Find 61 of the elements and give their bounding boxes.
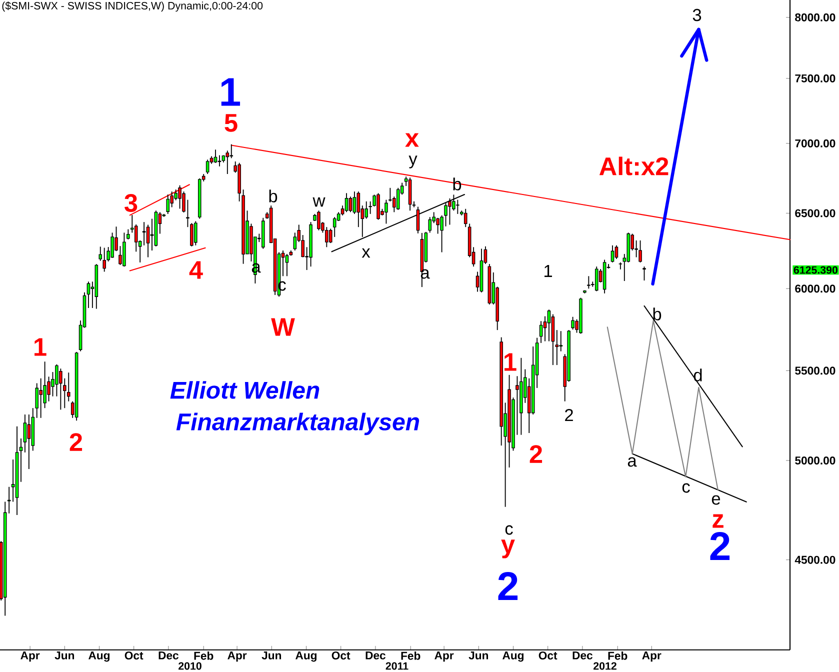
annotation: x xyxy=(362,248,370,258)
annotation: c xyxy=(505,525,513,535)
annotation: 3 xyxy=(692,8,702,22)
annotation: c xyxy=(682,483,690,493)
annotation: 2 xyxy=(70,433,82,451)
annotation: W xyxy=(271,318,295,336)
annotation: 2 xyxy=(565,408,573,422)
annotation: 2 xyxy=(498,572,518,600)
x-tick-label: Jun xyxy=(468,651,488,660)
annotation: 1 xyxy=(34,338,46,356)
x-tick-label: Dec xyxy=(366,651,386,660)
annotation: 5 xyxy=(224,114,238,132)
annotation: Finanzmarktanalysen xyxy=(176,412,420,436)
annotation: b xyxy=(653,308,662,320)
text: 6125.390 xyxy=(794,266,838,274)
chart-title: ($SMI-SWX - SWISS INDICES,W) Dynamic,0:00-24:00 xyxy=(2,1,263,12)
x-tick-label: Oct xyxy=(124,652,144,660)
y-tick-label: 7000.00 xyxy=(795,139,836,148)
annotation: y xyxy=(408,156,418,168)
y-tick-label: 6000.00 xyxy=(795,284,836,293)
x-tick-label: Aug xyxy=(88,651,110,662)
x-tick-label: Apr xyxy=(434,651,454,662)
annotation: 1 xyxy=(544,265,552,277)
y-tick-label: 5500.00 xyxy=(795,366,836,375)
annotation: a xyxy=(628,457,637,467)
y-tick-label: 6500.00 xyxy=(795,209,836,218)
text: 2012 xyxy=(594,662,616,670)
x-tick-label: Feb xyxy=(401,651,420,660)
x-tick-label: Apr xyxy=(228,651,247,662)
annotation: y xyxy=(501,540,515,558)
text: 2010 xyxy=(178,662,202,670)
x-tick-label: Apr xyxy=(642,651,662,662)
annotation: 1 xyxy=(504,353,516,371)
x-tick-label: Feb xyxy=(194,651,214,660)
text: 2011 xyxy=(386,662,408,670)
annotation: 3 xyxy=(124,194,138,212)
annotation: x xyxy=(405,133,419,147)
annotation: Alt:x2 xyxy=(599,156,668,176)
x-tick-label: Dec xyxy=(572,651,593,660)
y-tick-label: 8000.00 xyxy=(795,13,836,22)
annotation: 4 xyxy=(189,261,203,279)
annotation: e xyxy=(712,495,720,505)
x-tick-label: Oct xyxy=(538,652,558,660)
annotation: 1 xyxy=(221,78,240,106)
x-tick-label: Jun xyxy=(262,651,282,660)
y-tick-label: 7500.00 xyxy=(795,74,836,82)
x-tick-label: Jun xyxy=(54,651,74,660)
annotation: z xyxy=(712,514,724,528)
annotation: Elliott Wellen xyxy=(170,381,320,399)
annotation: w xyxy=(312,197,326,207)
y-tick-label: 5000.00 xyxy=(795,456,836,464)
x-tick-label: Aug xyxy=(296,651,317,662)
x-tick-label: Apr xyxy=(20,651,40,662)
x-tick-label: Oct xyxy=(332,652,350,660)
annotation: b xyxy=(269,190,278,202)
annotation: 2 xyxy=(710,532,730,560)
x-tick-label: Feb xyxy=(608,651,628,660)
x-tick-label: Aug xyxy=(502,651,524,662)
annotation: 2 xyxy=(530,445,542,463)
y-tick-label: 4500.00 xyxy=(794,556,836,564)
x-tick-label: Dec xyxy=(158,651,179,660)
